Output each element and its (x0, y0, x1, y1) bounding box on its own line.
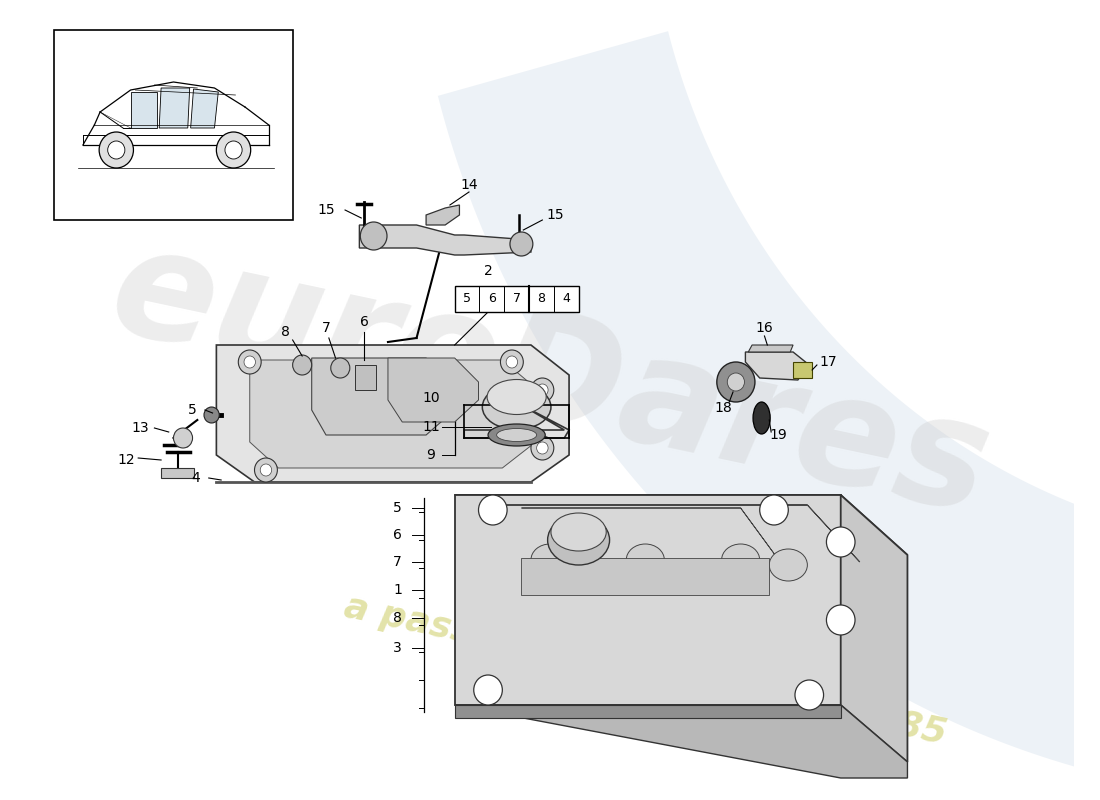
Polygon shape (160, 88, 189, 128)
Text: 15: 15 (317, 203, 334, 217)
Text: 6: 6 (393, 528, 402, 542)
Circle shape (506, 356, 518, 368)
Circle shape (500, 350, 524, 374)
Ellipse shape (769, 549, 807, 581)
Text: euroDares: euroDares (98, 214, 1002, 546)
Ellipse shape (482, 385, 551, 430)
Circle shape (244, 356, 255, 368)
Polygon shape (426, 205, 460, 225)
Polygon shape (217, 345, 569, 482)
Text: 8: 8 (393, 611, 402, 625)
Text: 5: 5 (463, 293, 471, 306)
Text: 1: 1 (393, 583, 402, 597)
Bar (354, 365, 375, 390)
Circle shape (760, 495, 789, 525)
Polygon shape (454, 495, 840, 705)
Circle shape (531, 436, 553, 460)
Circle shape (226, 141, 242, 159)
Text: 13: 13 (131, 421, 149, 435)
Polygon shape (503, 505, 860, 562)
Text: a passion for parts since 1985: a passion for parts since 1985 (341, 590, 949, 750)
Text: 19: 19 (770, 428, 788, 442)
Polygon shape (311, 358, 454, 435)
Text: 17: 17 (820, 355, 837, 369)
Ellipse shape (488, 424, 546, 446)
Ellipse shape (722, 544, 760, 576)
Polygon shape (521, 558, 769, 595)
Ellipse shape (754, 402, 770, 434)
Circle shape (510, 232, 532, 256)
Bar (54, 30, 293, 220)
Circle shape (174, 428, 192, 448)
Circle shape (361, 222, 387, 250)
Polygon shape (131, 92, 157, 128)
Text: 6: 6 (488, 293, 496, 306)
Text: 7: 7 (321, 321, 330, 335)
Polygon shape (840, 495, 907, 762)
Bar (793, 362, 812, 378)
Polygon shape (746, 352, 810, 380)
Text: 11: 11 (422, 420, 440, 434)
Circle shape (204, 407, 219, 423)
Ellipse shape (487, 379, 547, 414)
Circle shape (331, 358, 350, 378)
Circle shape (474, 675, 503, 705)
Polygon shape (250, 360, 536, 468)
Circle shape (826, 605, 855, 635)
Circle shape (537, 442, 548, 454)
Bar (454, 286, 579, 312)
Circle shape (217, 132, 251, 168)
Text: 16: 16 (756, 321, 773, 335)
Text: 4: 4 (191, 471, 200, 485)
Text: 2: 2 (484, 264, 493, 278)
Polygon shape (190, 89, 218, 128)
Circle shape (254, 458, 277, 482)
Text: 4: 4 (562, 293, 570, 306)
Text: 14: 14 (460, 178, 477, 192)
Text: 5: 5 (393, 501, 402, 515)
Ellipse shape (496, 429, 537, 442)
Text: 9: 9 (427, 448, 436, 462)
Ellipse shape (551, 513, 606, 551)
Circle shape (727, 373, 745, 391)
Ellipse shape (548, 515, 609, 565)
Circle shape (108, 141, 125, 159)
Polygon shape (388, 358, 478, 422)
Polygon shape (521, 508, 779, 560)
Polygon shape (748, 345, 793, 352)
Text: 10: 10 (422, 391, 440, 405)
Text: 8: 8 (538, 293, 546, 306)
Circle shape (478, 495, 507, 525)
Text: 8: 8 (280, 325, 289, 339)
Text: 18: 18 (715, 401, 733, 415)
Circle shape (99, 132, 133, 168)
Text: 6: 6 (360, 315, 368, 329)
Text: 5: 5 (188, 403, 197, 417)
Ellipse shape (626, 544, 664, 576)
Ellipse shape (531, 544, 569, 576)
Circle shape (717, 362, 755, 402)
Circle shape (531, 378, 553, 402)
Polygon shape (454, 705, 908, 778)
Polygon shape (454, 495, 908, 555)
Bar (161, 468, 195, 478)
Text: 3: 3 (393, 641, 402, 655)
Circle shape (826, 527, 855, 557)
Text: 7: 7 (513, 293, 520, 306)
Circle shape (261, 464, 272, 476)
Circle shape (239, 350, 261, 374)
Polygon shape (454, 705, 840, 718)
Polygon shape (360, 225, 531, 255)
Text: 7: 7 (393, 555, 402, 569)
Text: 15: 15 (546, 208, 563, 222)
Circle shape (537, 384, 548, 396)
Text: 12: 12 (117, 453, 134, 467)
Circle shape (795, 680, 824, 710)
Polygon shape (438, 31, 1100, 800)
Circle shape (293, 355, 311, 375)
